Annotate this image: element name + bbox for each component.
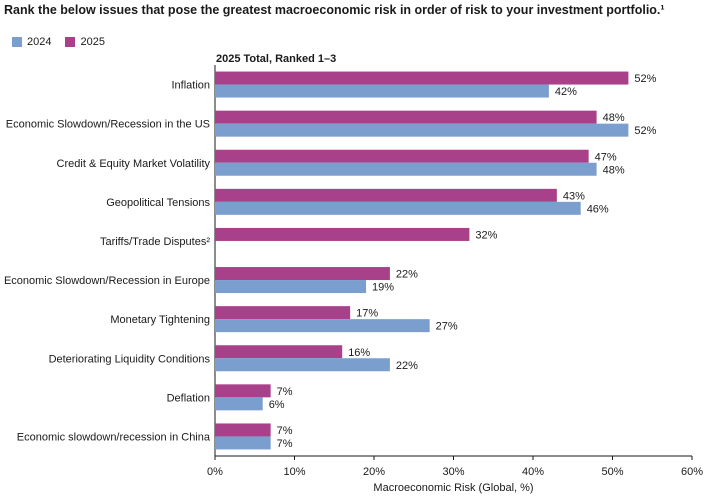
bar-2025: [215, 71, 629, 85]
bar-2024: [215, 84, 549, 98]
data-label-2025: 17%: [356, 308, 378, 320]
category-label: Geopolitical Tensions: [106, 197, 210, 209]
bar-2024: [215, 397, 263, 411]
bar-2025: [215, 384, 271, 398]
data-label-2024: 52%: [634, 125, 656, 137]
bar-2025: [215, 423, 271, 437]
bar-2025: [215, 110, 597, 124]
data-label-2024: 22%: [396, 360, 418, 372]
bar-2025: [215, 227, 470, 241]
data-label-2025: 43%: [563, 190, 585, 202]
category-label: Economic slowdown/recession in China: [17, 431, 211, 443]
legend-swatch-2024: [12, 37, 22, 47]
x-tick-label: 20%: [363, 466, 385, 478]
x-tick-label: 10%: [283, 466, 305, 478]
bar-2024: [215, 319, 430, 333]
category-label: Inflation: [171, 80, 210, 92]
x-tick-label: 50%: [601, 466, 623, 478]
data-label-2025: 52%: [634, 73, 656, 85]
legend-swatch-2025: [65, 37, 76, 47]
bar-2024: [215, 436, 271, 450]
category-label: Economic Slowdown/Recession in Europe: [4, 275, 210, 287]
data-label-2024: 42%: [555, 86, 577, 98]
legend-item-2025: 2025: [65, 36, 105, 48]
category-label: Deflation: [167, 392, 210, 404]
category-label: Deteriorating Liquidity Conditions: [49, 353, 211, 365]
data-label-2024: 48%: [603, 164, 625, 176]
data-label-2024: 7%: [277, 438, 293, 450]
data-label-2025: 32%: [475, 229, 497, 241]
category-label: Economic Slowdown/Recession in the US: [6, 119, 210, 131]
x-tick-label: 30%: [442, 466, 464, 478]
data-label-2025: 16%: [348, 347, 370, 359]
x-tick-label: 60%: [681, 466, 703, 478]
bar-2025: [215, 345, 343, 359]
bar-2025: [215, 149, 589, 163]
data-label-2024: 46%: [587, 203, 609, 215]
legend-label-2024: 2024: [27, 36, 52, 48]
data-label-2025: 47%: [595, 151, 617, 163]
x-tick-label: 40%: [522, 466, 544, 478]
legend: 2024 2025: [12, 36, 119, 48]
category-label: Monetary Tightening: [110, 314, 210, 326]
category-label: Credit & Equity Market Volatility: [57, 158, 211, 170]
data-label-2024: 6%: [269, 399, 285, 411]
bar-2025: [215, 267, 390, 281]
legend-item-2024: 2024: [12, 36, 51, 48]
data-label-2024: 27%: [436, 321, 458, 333]
data-label-2024: 19%: [372, 282, 394, 294]
bar-2025: [215, 306, 351, 320]
category-label: Tariffs/Trade Disputes²: [100, 236, 210, 248]
bar-2024: [215, 162, 597, 176]
bar-2025: [215, 188, 557, 202]
chart-subtitle: 2025 Total, Ranked 1–3: [216, 53, 337, 65]
x-axis-label: Macroeconomic Risk (Global, %): [373, 482, 533, 494]
legend-label-2025: 2025: [80, 36, 105, 48]
data-label-2025: 7%: [277, 386, 293, 398]
data-label-2025: 7%: [277, 425, 293, 437]
data-label-2025: 48%: [603, 112, 625, 124]
x-tick-label: 0%: [207, 466, 223, 478]
bar-2024: [215, 358, 390, 372]
bar-2024: [215, 123, 629, 137]
data-label-2025: 22%: [396, 269, 418, 281]
chart-title: Rank the below issues that pose the grea…: [4, 3, 665, 17]
bar-2024: [215, 201, 581, 215]
bar-2024: [215, 280, 367, 294]
